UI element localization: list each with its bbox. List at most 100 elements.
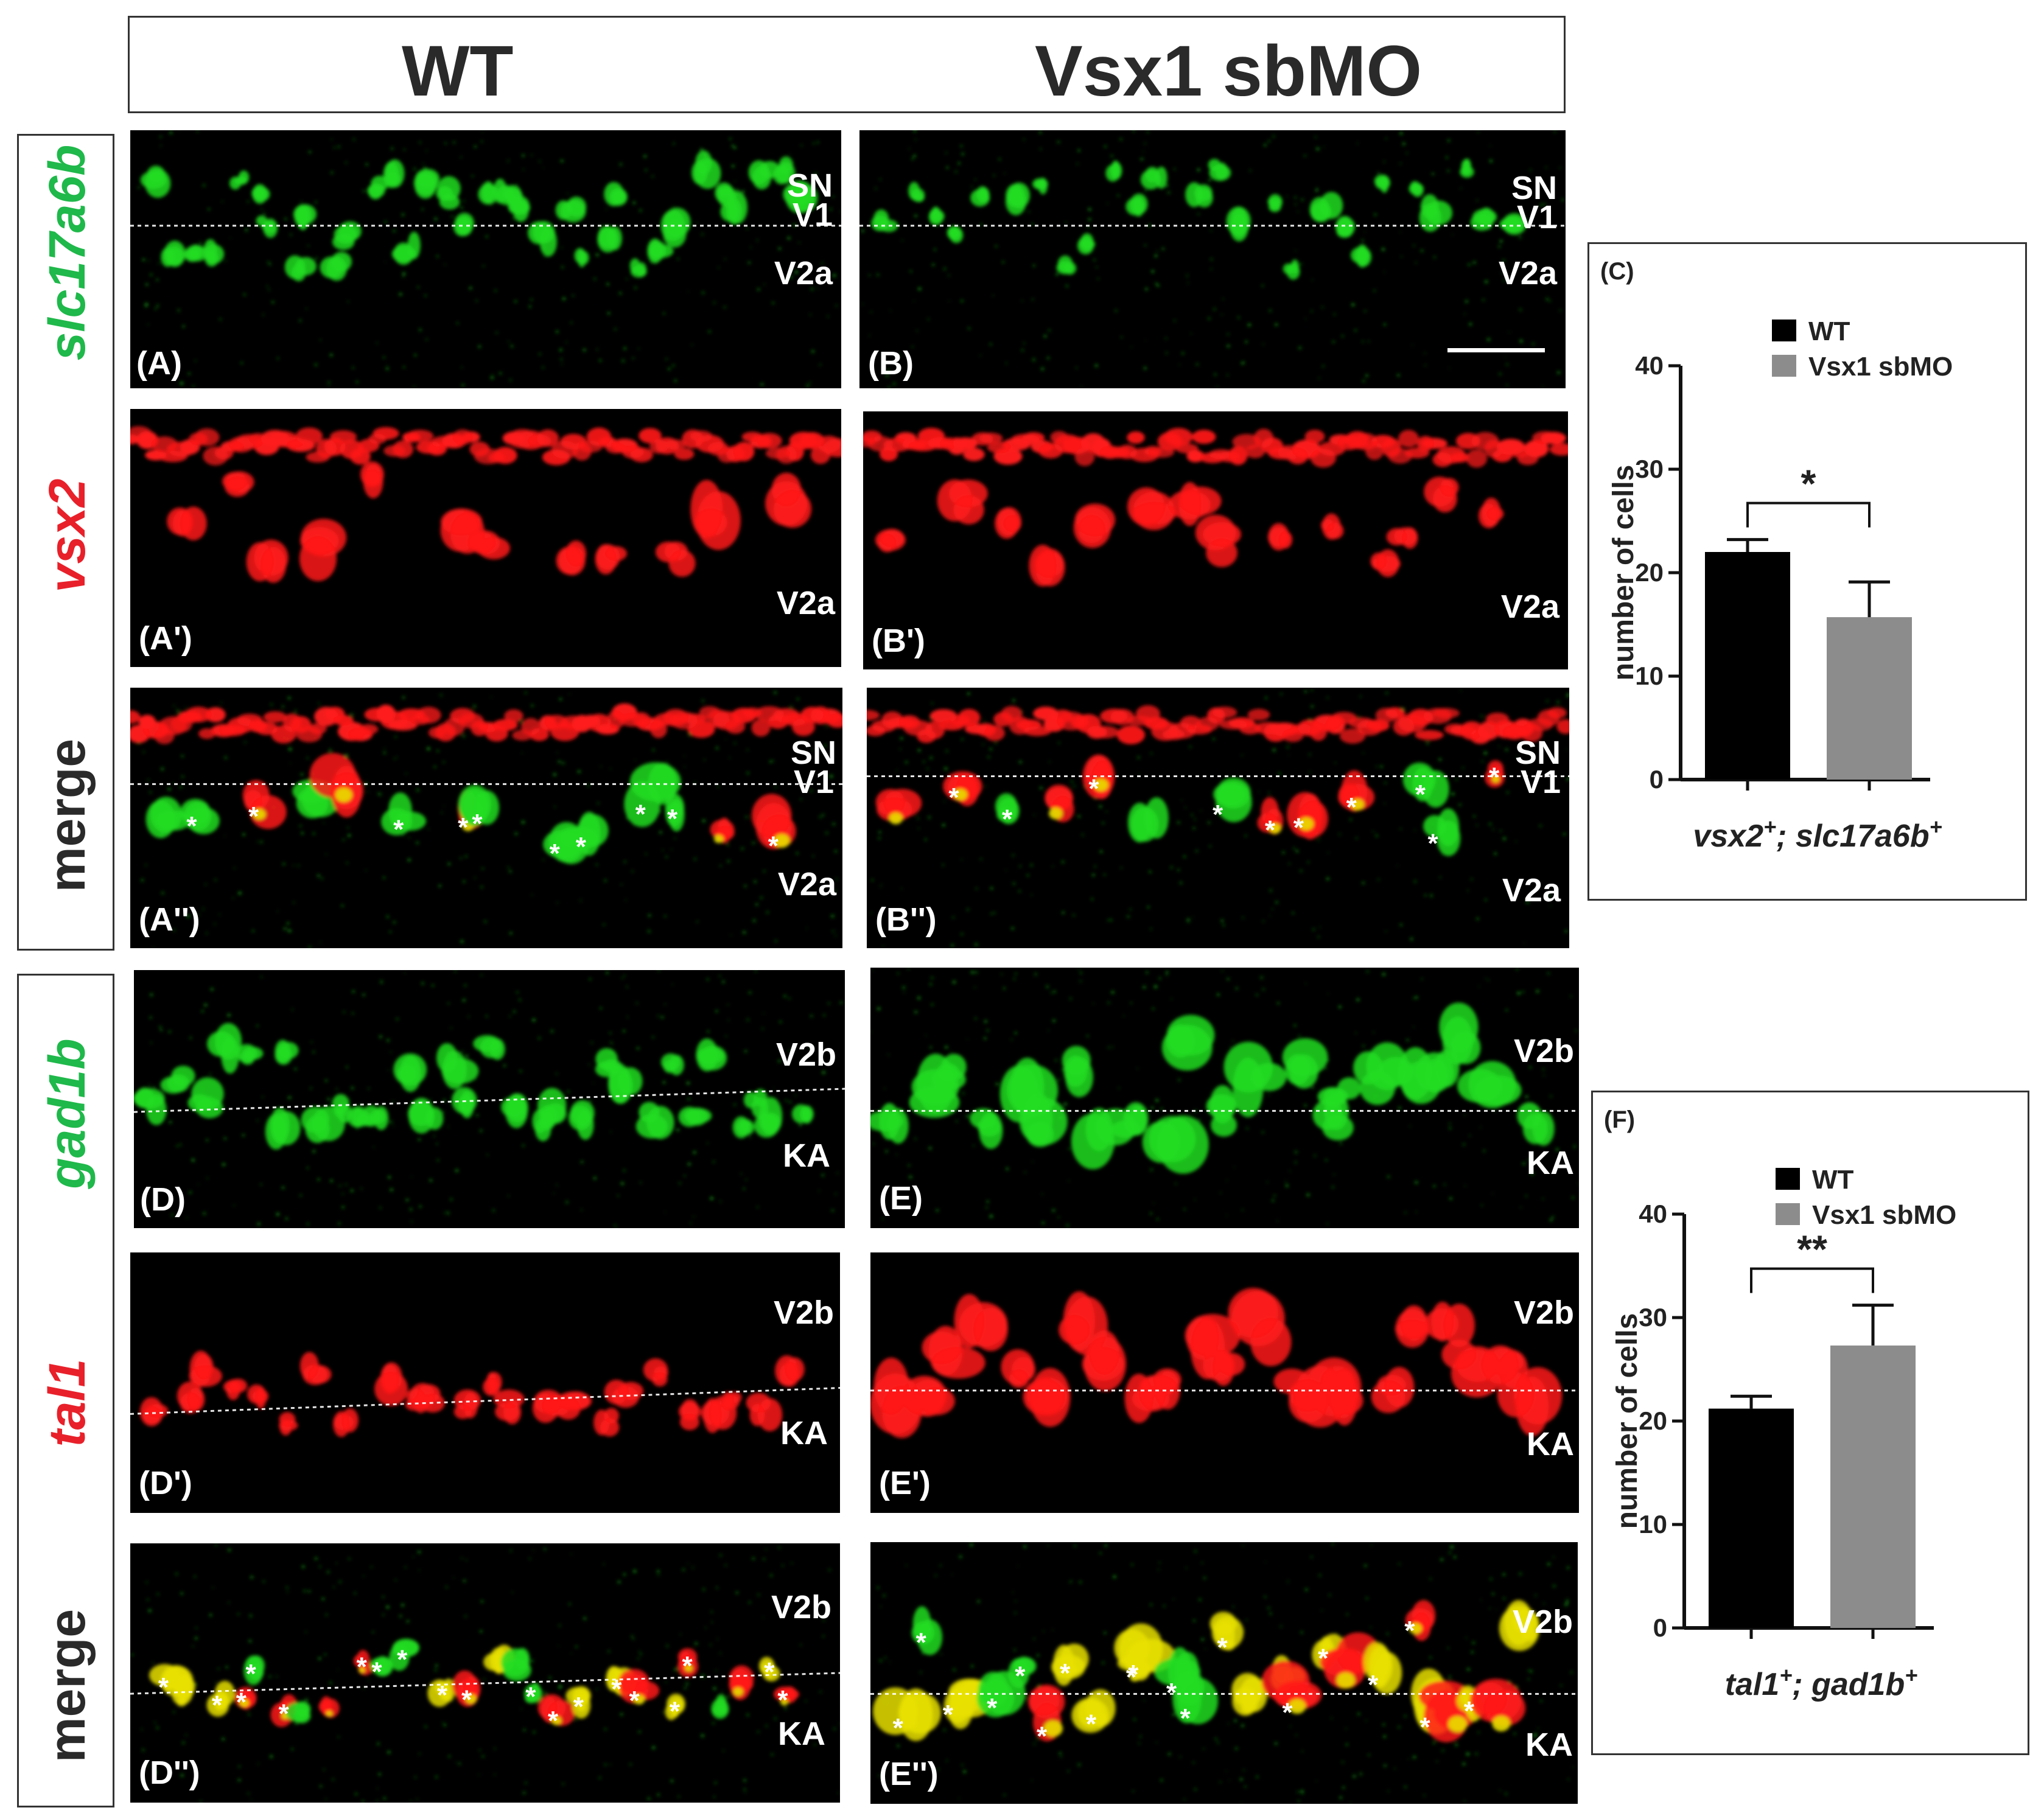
micrograph-texture (130, 130, 841, 388)
y-tick-label: 10 (1639, 1510, 1667, 1538)
panel-label: (F) (1604, 1106, 1635, 1133)
svg-text:*: * (279, 1699, 290, 1729)
annotation-v2b: V2b (771, 1589, 831, 1626)
panel-e-micrograph: (E) V2b KA (870, 968, 1579, 1228)
panel-a-prime-micrograph: (A') V2a (130, 409, 841, 667)
svg-text:*: * (670, 1696, 681, 1726)
svg-text:*: * (1464, 1696, 1475, 1726)
svg-text:*: * (893, 1713, 904, 1743)
svg-text:*: * (393, 815, 404, 845)
annotation-v2b: V2b (773, 1294, 834, 1331)
panel-label: (C) (1600, 258, 1634, 285)
svg-text:*: * (1015, 1661, 1026, 1691)
significance-bracket (1750, 1267, 1874, 1293)
annotation-v2a: V2a (1502, 872, 1561, 909)
svg-text:*: * (357, 1652, 368, 1682)
svg-text:*: * (682, 1651, 693, 1681)
svg-text:*: * (1002, 804, 1013, 834)
bar-sbmo (1830, 1345, 1916, 1628)
chart-svg: (C) WT Vsx1 sbMO 0 10 20 30 40 number of cells * v… (1600, 258, 1953, 854)
svg-text:*: * (1293, 813, 1304, 843)
y-tick-label: 20 (1639, 1406, 1667, 1435)
svg-text:*: * (1346, 792, 1357, 822)
svg-text:*: * (1217, 1633, 1228, 1663)
row-label-tal1: tal1 (38, 1358, 96, 1447)
micrograph-texture (130, 1350, 840, 1437)
legend-swatch (1772, 355, 1796, 377)
svg-text:*: * (948, 783, 959, 812)
svg-text:*: * (248, 801, 259, 831)
svg-text:*: * (916, 1627, 927, 1657)
micrograph-texture (130, 426, 841, 583)
panel-label: (A'') (139, 901, 200, 938)
svg-text:*: * (768, 831, 779, 861)
svg-text:*: * (1086, 1709, 1097, 1739)
svg-text:*: * (245, 1659, 256, 1689)
annotation-v2a: V2a (776, 585, 835, 621)
annotation-ka: KA (1525, 1727, 1573, 1763)
svg-text:*: * (437, 1680, 448, 1710)
annotation-ka: KA (1527, 1145, 1574, 1181)
micrograph-texture (870, 968, 1579, 1228)
significance-marker: * (1801, 462, 1816, 506)
svg-text:*: * (548, 1706, 559, 1736)
annotation-ka: KA (780, 1415, 828, 1451)
annotation-v2b: V2b (775, 1036, 836, 1073)
svg-text:*: * (525, 1682, 536, 1712)
svg-text:*: * (550, 839, 561, 868)
x-axis-label: vsx2+; slc17a6b+ (1693, 814, 1942, 854)
significance-marker: ** (1797, 1228, 1827, 1271)
row-label-box-bottom (17, 974, 114, 1807)
y-tick-label: 30 (1635, 455, 1664, 483)
annotation-v1: V1 (792, 197, 833, 233)
legend-entry: WT (1808, 316, 1850, 346)
y-tick-label: 10 (1635, 662, 1664, 690)
svg-text:*: * (371, 1657, 382, 1686)
panel-label: (D'') (139, 1755, 200, 1791)
annotation-v2b: V2b (1512, 1604, 1573, 1640)
column-title-sbmo: Vsx1 sbMO (1035, 31, 1423, 111)
y-tick-label: 20 (1635, 558, 1664, 587)
panel-e-double-prime-micrograph: * * * * * * * * * * * * * * * * * * * (E'') V2b KA (870, 1542, 1578, 1804)
annotation-ka: KA (778, 1716, 825, 1752)
svg-text:*: * (573, 1692, 584, 1722)
column-title-wt: WT (402, 31, 514, 111)
x-axis-label: tal1+; gad1b+ (1725, 1663, 1918, 1703)
panel-label: (B') (872, 623, 925, 659)
bar-wt (1705, 552, 1790, 780)
legend-swatch (1772, 320, 1796, 341)
micrograph-texture: ******************* (130, 1543, 840, 1803)
panel-e-prime-micrograph: (E') V2b KA (870, 1252, 1579, 1513)
svg-text:*: * (576, 832, 587, 862)
row-label-box-top (17, 134, 114, 951)
panel-label: (D') (139, 1465, 192, 1501)
panel-label: (B'') (875, 901, 937, 938)
svg-text:*: * (212, 1691, 223, 1720)
bar-sbmo (1827, 617, 1912, 780)
annotation-ka: KA (783, 1137, 830, 1174)
micrograph-texture (863, 427, 1568, 587)
row-label-slc17a6b: slc17a6b (38, 144, 96, 361)
panel-label: (E') (879, 1465, 931, 1501)
row-label-vsx2: vsx2 (38, 478, 96, 593)
row-label-gad1b: gad1b (38, 1038, 96, 1189)
svg-text:*: * (1368, 1670, 1379, 1700)
svg-text:*: * (1213, 800, 1223, 829)
svg-text:*: * (777, 1685, 788, 1715)
y-axis-label: number of cells (1611, 1313, 1643, 1529)
micrograph-texture: ******************* (870, 1542, 1578, 1804)
annotation-sn: SN (790, 735, 836, 771)
row-label-merge-bottom: merge (38, 1608, 96, 1763)
svg-text:*: * (635, 800, 646, 829)
panel-label: (E'') (879, 1756, 939, 1792)
bar-wt (1709, 1408, 1794, 1628)
panel-b-prime-micrograph: (B') V2a (863, 411, 1568, 669)
svg-text:*: * (1282, 1698, 1293, 1728)
annotation-sn: SN (1514, 735, 1561, 771)
annotation-v2b: V2b (1513, 1033, 1574, 1069)
svg-text:*: * (1060, 1658, 1071, 1688)
legend-entry: Vsx1 sbMO (1808, 352, 1953, 382)
svg-text:*: * (943, 1700, 954, 1730)
panel-b-double-prime-micrograph: * * * * * * * * * * (B'') SN V1 V2a (867, 688, 1569, 948)
y-tick-label: 0 (1653, 1613, 1667, 1642)
